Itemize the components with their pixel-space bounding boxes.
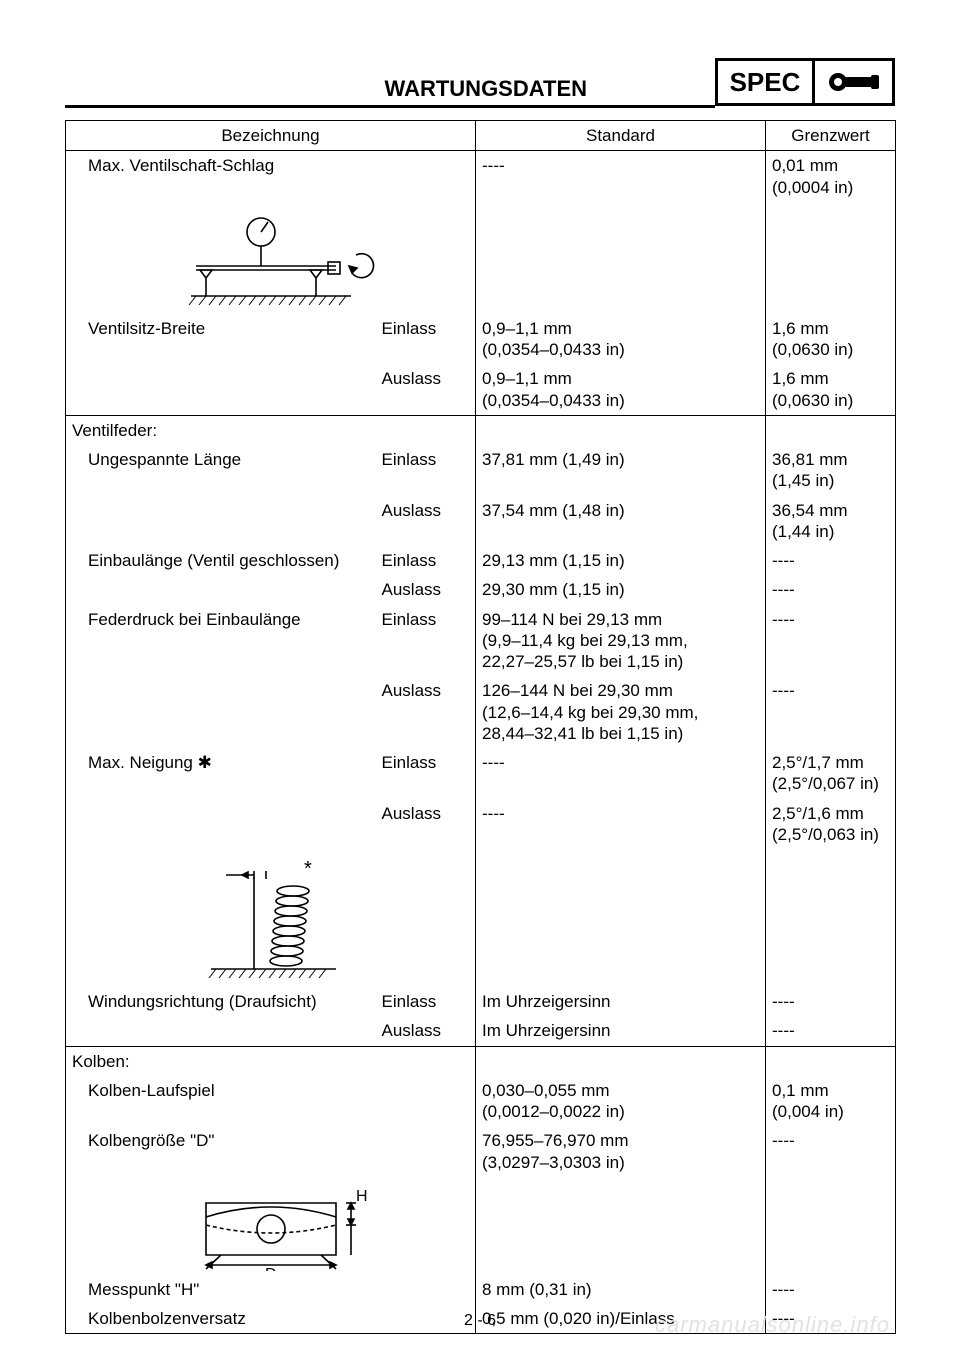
- cell-grenz: 1,6 mm (0,0630 in): [766, 364, 896, 415]
- cell-pos: Einlass: [376, 748, 476, 799]
- header-rule-right: [587, 60, 715, 108]
- row-free-length-in: Ungespannte Länge Einlass 37,81 mm (1,49…: [66, 445, 896, 496]
- valve-runout-diagram: [66, 202, 476, 314]
- row-measure-h: Messpunkt "H" 8 mm (0,31 in) ----: [66, 1275, 896, 1304]
- row-piston-clearance: Kolben-Laufspiel 0,030–0,055 mm (0,0012–…: [66, 1076, 896, 1127]
- row-piston-diagram: H D: [66, 1177, 896, 1275]
- star-label: *: [304, 858, 312, 880]
- row-tilt-out: Auslass ---- 2,5°/1,6 mm (2,5°/0,063 in): [66, 799, 896, 850]
- cell-std: Im Uhrzeigersinn: [476, 1016, 766, 1046]
- cell-label: Ventilsitz-Breite: [66, 314, 376, 365]
- cell-std: 29,30 mm (1,15 in): [476, 575, 766, 604]
- cell-pos: Einlass: [376, 314, 476, 365]
- piston-diagram: H D: [66, 1177, 476, 1275]
- row-tilt-diagram: *: [66, 849, 896, 987]
- cell-std: 76,955–76,970 mm (3,0297–3,0303 in): [476, 1126, 766, 1177]
- cell-grenz: 36,81 mm (1,45 in): [766, 445, 896, 496]
- label-d: D: [265, 1266, 277, 1271]
- cell-pos: Einlass: [376, 605, 476, 677]
- cell-pos: Auslass: [376, 364, 476, 415]
- cell-std: 8 mm (0,31 in): [476, 1275, 766, 1304]
- cell-grenz: ----: [766, 575, 896, 604]
- cell-std: ----: [476, 799, 766, 850]
- cell-label: Max. Neigung ✱: [66, 748, 376, 799]
- cell-pos: [376, 151, 476, 202]
- row-piston-size: Kolbengröße "D" 76,955–76,970 mm (3,0297…: [66, 1126, 896, 1177]
- cell-std: ----: [476, 151, 766, 202]
- col-bezeichnung: Bezeichnung: [66, 121, 476, 151]
- row-tilt-in: Max. Neigung ✱ Einlass ---- 2,5°/1,7 mm …: [66, 748, 896, 799]
- row-spring-force-out: Auslass 126–144 N bei 29,30 mm (12,6–14,…: [66, 676, 896, 748]
- row-free-length-out: Auslass 37,54 mm (1,48 in) 36,54 mm (1,4…: [66, 496, 896, 547]
- cell-label: Ungespannte Länge: [66, 445, 376, 496]
- cell-grenz: 2,5°/1,6 mm (2,5°/0,063 in): [766, 799, 896, 850]
- row-winding-out: Auslass Im Uhrzeigersinn ----: [66, 1016, 896, 1046]
- col-grenzwert: Grenzwert: [766, 121, 896, 151]
- row-spring-section: Ventilfeder:: [66, 415, 896, 445]
- cell-std: 0,9–1,1 mm (0,0354–0,0433 in): [476, 364, 766, 415]
- spec-table: Bezeichnung Standard Grenzwert Max. Vent…: [65, 120, 896, 1334]
- cell-grenz: ----: [766, 1126, 896, 1177]
- row-piston-section: Kolben:: [66, 1046, 896, 1076]
- cell-label: Ventilfeder:: [66, 415, 376, 445]
- cell-grenz: 1,6 mm (0,0630 in): [766, 314, 896, 365]
- row-winding-in: Windungsrichtung (Draufsicht) Einlass Im…: [66, 987, 896, 1016]
- row-valve-runout: Max. Ventilschaft-Schlag ---- 0,01 mm (0…: [66, 151, 896, 202]
- cell-std: 29,13 mm (1,15 in): [476, 546, 766, 575]
- spring-tilt-diagram: *: [66, 849, 476, 987]
- cell-pos: Auslass: [376, 575, 476, 604]
- cell-grenz: ----: [766, 1016, 896, 1046]
- watermark: carmanualsonline.info: [655, 1312, 890, 1338]
- header-title: WARTUNGSDATEN: [385, 76, 587, 102]
- cell-label: Einbaulänge (Ventil geschlossen): [66, 546, 376, 575]
- cell-grenz: 2,5°/1,7 mm (2,5°/0,067 in): [766, 748, 896, 799]
- cell-pos: Auslass: [376, 799, 476, 850]
- cell-label: [66, 364, 376, 415]
- cell-grenz: ----: [766, 987, 896, 1016]
- cell-grenz: 36,54 mm (1,44 in): [766, 496, 896, 547]
- cell-grenz: 0,01 mm (0,0004 in): [766, 151, 896, 202]
- spec-icon: [815, 58, 895, 106]
- page-header: WARTUNGSDATEN SPEC: [65, 60, 895, 108]
- cell-std: 0,030–0,055 mm (0,0012–0,0022 in): [476, 1076, 766, 1127]
- cell-std: ----: [476, 748, 766, 799]
- cell-pos: Auslass: [376, 676, 476, 748]
- cell-std: Im Uhrzeigersinn: [476, 987, 766, 1016]
- spec-badge: SPEC: [715, 58, 815, 106]
- cell-std: 99–114 N bei 29,13 mm (9,9–11,4 kg bei 2…: [476, 605, 766, 677]
- row-seat-width-out: Auslass 0,9–1,1 mm (0,0354–0,0433 in) 1,…: [66, 364, 896, 415]
- row-set-length-out: Auslass 29,30 mm (1,15 in) ----: [66, 575, 896, 604]
- row-set-length-in: Einbaulänge (Ventil geschlossen) Einlass…: [66, 546, 896, 575]
- cell-label: Windungsrichtung (Draufsicht): [66, 987, 376, 1016]
- cell-label: Messpunkt "H": [66, 1275, 376, 1304]
- label-h: H: [356, 1188, 368, 1205]
- row-spring-force-in: Federdruck bei Einbaulänge Einlass 99–11…: [66, 605, 896, 677]
- row-seat-width-in: Ventilsitz-Breite Einlass 0,9–1,1 mm (0,…: [66, 314, 896, 365]
- cell-pos: Einlass: [376, 987, 476, 1016]
- col-standard: Standard: [476, 121, 766, 151]
- cell-std: 37,54 mm (1,48 in): [476, 496, 766, 547]
- table-header-row: Bezeichnung Standard Grenzwert: [66, 121, 896, 151]
- cell-pos: Einlass: [376, 546, 476, 575]
- cell-label: Federdruck bei Einbaulänge: [66, 605, 376, 677]
- cell-grenz: ----: [766, 1275, 896, 1304]
- cell-std: 0,9–1,1 mm (0,0354–0,0433 in): [476, 314, 766, 365]
- cell-grenz: ----: [766, 676, 896, 748]
- cell-pos: Auslass: [376, 496, 476, 547]
- cell-label: Kolbengröße "D": [66, 1126, 376, 1177]
- cell-grenz: ----: [766, 605, 896, 677]
- cell-std: [476, 202, 766, 314]
- cell-label: Kolben-Laufspiel: [66, 1076, 376, 1127]
- cell-grenz: 0,1 mm (0,004 in): [766, 1076, 896, 1127]
- cell-grenz: ----: [766, 546, 896, 575]
- cell-pos: Einlass: [376, 445, 476, 496]
- cell-label: Kolben:: [66, 1046, 376, 1076]
- cell-label: Max. Ventilschaft-Schlag: [66, 151, 376, 202]
- cell-pos: Auslass: [376, 1016, 476, 1046]
- cell-std: 126–144 N bei 29,30 mm (12,6–14,4 kg bei…: [476, 676, 766, 748]
- cell-std: 37,81 mm (1,49 in): [476, 445, 766, 496]
- row-valve-runout-diagram: [66, 202, 896, 314]
- cell-grenz: [766, 202, 896, 314]
